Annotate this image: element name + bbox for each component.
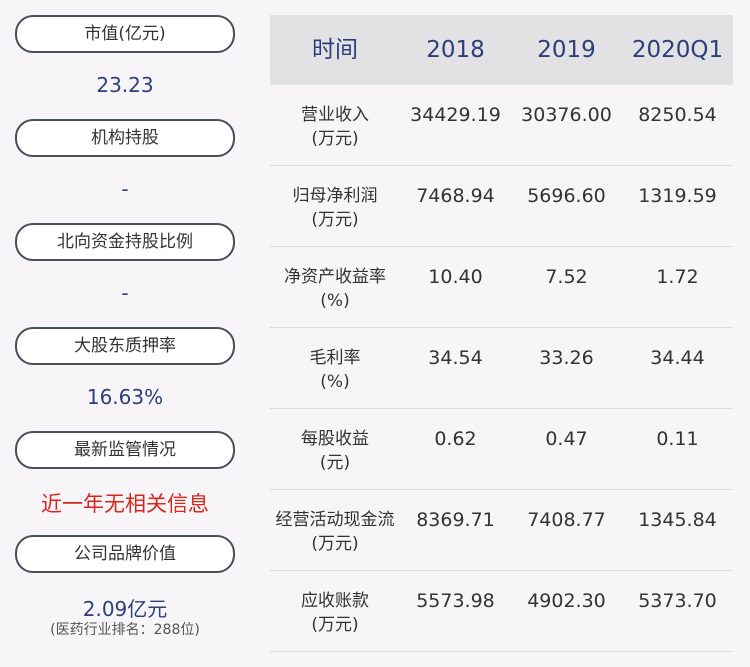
metric-label: 净资产收益率 xyxy=(284,267,386,287)
brand-value-value: 2.09亿元 xyxy=(82,597,168,621)
row-value: 0.47 xyxy=(545,428,588,450)
table-row: 经营活动现金流 (万元) 8369.71 7408.77 1345.84 xyxy=(270,490,733,571)
row-value: 10.40 xyxy=(428,266,483,288)
header-time: 时间 xyxy=(312,37,358,63)
metric-unit: (元) xyxy=(319,453,351,473)
header-2019: 2019 xyxy=(537,37,596,63)
metric-unit: (%) xyxy=(320,372,350,392)
header-2020q1: 2020Q1 xyxy=(631,37,724,63)
row-value: 1.72 xyxy=(656,266,699,288)
table-header: 时间 2018 2019 2020Q1 xyxy=(270,15,733,85)
metric-label: 应收账款 xyxy=(301,591,369,611)
brand-value-rank: (医药行业排名：288位) xyxy=(50,622,200,638)
row-value: 34.44 xyxy=(650,347,705,369)
metric-label: 营业收入 xyxy=(301,105,369,125)
northbound-ratio-value: - xyxy=(121,281,129,305)
metric-unit: (万元) xyxy=(311,615,359,635)
row-value: 34.54 xyxy=(428,347,483,369)
row-metric-name: 归母净利润 (万元) xyxy=(270,184,400,232)
metric-unit: (万元) xyxy=(311,210,359,230)
pledge-rate-value: 16.63% xyxy=(86,385,164,409)
row-value: 1345.84 xyxy=(638,509,717,531)
row-metric-name: 应收账款 (万元) xyxy=(270,589,400,637)
row-value: 1319.59 xyxy=(638,185,717,207)
metric-label: 毛利率 xyxy=(309,348,361,368)
row-value: 30376.00 xyxy=(521,104,612,126)
row-value: 34429.19 xyxy=(410,104,501,126)
table-row: 应收账款 (万元) 5573.98 4902.30 5373.70 xyxy=(270,571,733,652)
row-metric-name: 经营活动现金流 (万元) xyxy=(270,508,400,556)
row-value: 7468.94 xyxy=(416,185,495,207)
regulatory-status-value: 近一年无相关信息 xyxy=(41,492,209,516)
metric-label: 每股收益 xyxy=(301,429,369,449)
row-value: 8250.54 xyxy=(638,104,717,126)
row-value: 7.52 xyxy=(545,266,588,288)
brand-value-label: 公司品牌价值 xyxy=(15,535,235,573)
metric-label: 归母净利润 xyxy=(292,186,378,206)
institutional-holding-label: 机构持股 xyxy=(15,119,235,157)
pledge-rate-label: 大股东质押率 xyxy=(15,327,235,365)
row-metric-name: 毛利率 (%) xyxy=(270,346,400,394)
row-value: 5373.70 xyxy=(638,590,717,612)
row-value: 0.62 xyxy=(434,428,477,450)
metric-label: 经营活动现金流 xyxy=(275,510,395,530)
market-cap-label: 市值(亿元) xyxy=(15,15,235,53)
metric-unit: (万元) xyxy=(311,129,359,149)
market-cap-value: 23.23 xyxy=(96,73,154,97)
row-value: 7408.77 xyxy=(527,509,606,531)
row-value: 8369.71 xyxy=(416,509,495,531)
northbound-ratio-label: 北向资金持股比例 xyxy=(15,223,235,261)
header-2018: 2018 xyxy=(426,37,485,63)
table-row: 每股收益 (元) 0.62 0.47 0.11 xyxy=(270,409,733,490)
row-metric-name: 营业收入 (万元) xyxy=(270,103,400,151)
table-row: 营业收入 (万元) 34429.19 30376.00 8250.54 xyxy=(270,85,733,166)
metric-unit: (%) xyxy=(320,291,350,311)
table-row: 毛利率 (%) 34.54 33.26 34.44 xyxy=(270,328,733,409)
row-value: 5573.98 xyxy=(416,590,495,612)
row-value: 4902.30 xyxy=(527,590,606,612)
row-value: 5696.60 xyxy=(527,185,606,207)
row-value: 33.26 xyxy=(539,347,594,369)
regulatory-status-label: 最新监管情况 xyxy=(15,431,235,469)
row-value: 0.11 xyxy=(656,428,699,450)
institutional-holding-value: - xyxy=(121,177,129,201)
table-row: 净资产收益率 (%) 10.40 7.52 1.72 xyxy=(270,247,733,328)
row-metric-name: 每股收益 (元) xyxy=(270,427,400,475)
row-metric-name: 净资产收益率 (%) xyxy=(270,265,400,313)
metric-unit: (万元) xyxy=(311,534,359,554)
table-row: 归母净利润 (万元) 7468.94 5696.60 1319.59 xyxy=(270,166,733,247)
